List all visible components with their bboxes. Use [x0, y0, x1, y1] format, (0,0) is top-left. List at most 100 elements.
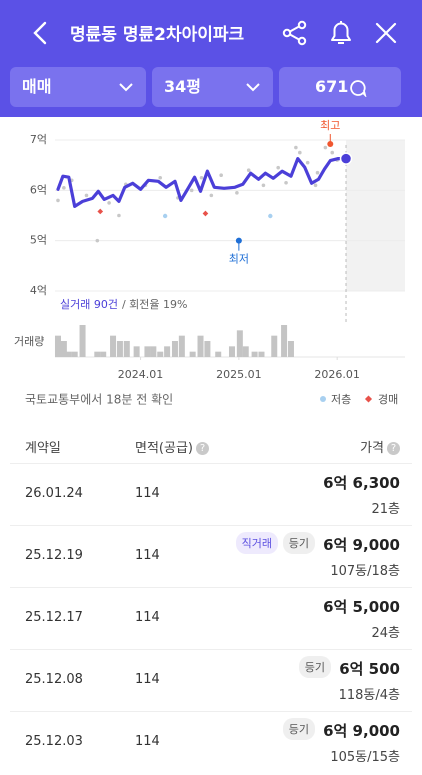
- page-title: 명륜동 명륜2차아이파크: [70, 25, 245, 45]
- volume-bar: [178, 335, 185, 357]
- turnover: / 회전율 19%: [122, 298, 188, 311]
- volume-bar: [65, 351, 72, 357]
- alert-button[interactable]: [327, 19, 355, 47]
- size: 34평: [164, 77, 201, 96]
- transaction-dot: [209, 193, 214, 198]
- table-row: 25.12.08 114 6억 500 118동/4층 등기: [10, 649, 412, 712]
- size-select[interactable]: 34평: [152, 67, 273, 107]
- y-tick-label: 6억: [30, 183, 47, 196]
- share-button[interactable]: [282, 20, 308, 46]
- tag: 등기: [282, 718, 315, 740]
- contract-date: 25.12.08: [25, 672, 83, 687]
- y-tick-label: 7억: [30, 133, 47, 146]
- table-row: 26.01.24 114 6억 6,300 21층: [10, 463, 412, 526]
- help-icon[interactable]: ?: [387, 442, 400, 455]
- volume-bar: [144, 346, 151, 357]
- volume-bar: [116, 341, 123, 357]
- transaction-dot: [323, 145, 328, 150]
- floor: 105동/15층: [330, 750, 400, 765]
- min-label: 최저: [229, 253, 249, 266]
- legend-swatch: [364, 395, 373, 403]
- volume-bar: [71, 351, 78, 357]
- column-label: 면적(공급): [135, 441, 193, 456]
- comments-button[interactable]: 671: [279, 67, 401, 107]
- price: 6억 500: [339, 660, 400, 678]
- current-point: [339, 152, 353, 165]
- comment-count: 671: [315, 77, 349, 96]
- low-floor-dot: [268, 213, 273, 219]
- deal-type-select[interactable]: 매매: [10, 67, 146, 107]
- legend-label: 경매: [378, 393, 398, 406]
- contract-date: 25.12.19: [25, 548, 83, 563]
- area: 114: [135, 672, 160, 687]
- transaction-dot: [117, 213, 121, 218]
- transaction-dot: [305, 160, 310, 165]
- deal-type: 매매: [22, 77, 52, 96]
- volume-bar: [236, 330, 243, 357]
- auction-dot: [97, 208, 104, 215]
- contract-date: 25.12.17: [25, 610, 83, 625]
- transaction-dot: [284, 180, 288, 185]
- volume-bar: [287, 341, 294, 357]
- transaction-dot: [62, 186, 66, 190]
- x-tick-label: 2025.01: [216, 368, 262, 381]
- source-note: 국토교통부에서 18분 전 확인: [25, 393, 173, 407]
- contract-date: 26.01.24: [25, 486, 83, 501]
- volume-bar: [271, 335, 278, 357]
- transaction-dot: [294, 145, 298, 150]
- comment-icon: [350, 80, 367, 97]
- sales-count: 실거래 90건: [60, 298, 118, 311]
- volume-bar: [215, 351, 222, 357]
- column-label: 가격: [360, 441, 384, 456]
- transaction-dot: [276, 165, 280, 170]
- transaction-dot: [56, 198, 60, 203]
- volume-bar: [242, 346, 249, 357]
- transaction-dot: [235, 191, 239, 195]
- legend-label: 저층: [331, 393, 351, 406]
- volume-bar: [251, 351, 258, 357]
- column-header: 면적(공급)?: [135, 437, 209, 456]
- max-label: 최고: [320, 119, 340, 132]
- volume-bar: [150, 346, 157, 357]
- transaction-dot: [219, 173, 223, 178]
- volume-bar: [94, 351, 101, 357]
- area: 114: [135, 734, 160, 749]
- transaction-dot: [199, 175, 204, 180]
- floor: 107동/18층: [330, 564, 400, 579]
- price: 6억 6,300: [323, 474, 400, 492]
- auction-dot: [202, 210, 209, 217]
- volume-bar: [189, 351, 196, 357]
- price: 6억 9,000: [323, 536, 400, 554]
- volume-bar: [157, 351, 164, 357]
- back-button[interactable]: [30, 20, 50, 46]
- transaction-dot: [261, 183, 266, 188]
- price: 6억 9,000: [323, 722, 400, 740]
- future-area: [346, 140, 405, 291]
- area: 114: [135, 610, 160, 625]
- volume-bar: [54, 335, 61, 357]
- volume-bar: [110, 335, 117, 357]
- volume-bar: [79, 325, 86, 357]
- tag: 등기: [298, 656, 331, 678]
- transaction-dot: [330, 150, 335, 155]
- close-button[interactable]: [374, 21, 398, 45]
- app-bar: 명륜동 명륜2차아이파크 매매 34평 671: [0, 0, 422, 117]
- transaction-dot: [189, 188, 194, 193]
- volume-label: 거래량: [14, 335, 44, 348]
- transaction-dot: [315, 170, 320, 175]
- max-point: [327, 141, 334, 148]
- low-floor-dot: [162, 213, 168, 219]
- area: 114: [135, 486, 160, 501]
- area: 114: [135, 548, 160, 563]
- x-tick-label: 2026.01: [314, 368, 360, 381]
- volume-bar: [100, 351, 107, 357]
- help-icon[interactable]: ?: [195, 442, 209, 455]
- summary: 실거래 90건 / 회전율 19%: [60, 298, 188, 311]
- y-tick-label: 5억: [30, 234, 47, 247]
- volume-bar: [123, 341, 130, 357]
- floor: 21층: [371, 502, 400, 517]
- volume-bar: [197, 335, 204, 357]
- floor: 118동/4층: [338, 688, 400, 703]
